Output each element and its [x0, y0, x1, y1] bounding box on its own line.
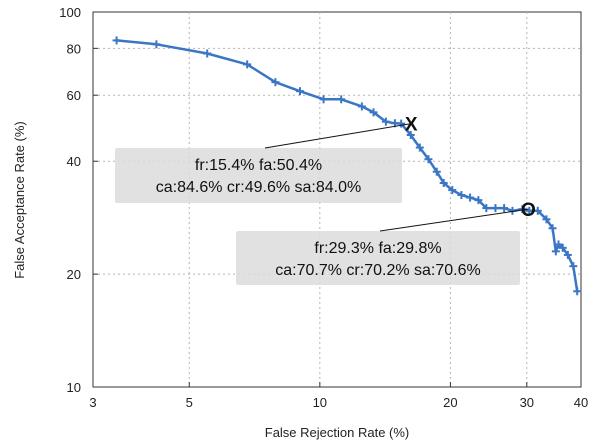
data-point-5 [295, 87, 304, 96]
data-point-20 [466, 193, 475, 202]
x-tick-label-3: 3 [89, 395, 96, 410]
data-point-29 [542, 215, 551, 224]
y-tick-label-20: 20 [67, 267, 81, 282]
annotation-layer: fr:15.4% fa:50.4% ca:84.6% cr:49.6% sa:84… [115, 115, 536, 285]
annotation-box-1 [115, 148, 402, 203]
data-point-21 [474, 196, 483, 205]
data-point-8 [357, 102, 366, 111]
annotation-line2-1: ca:84.6% cr:49.6% sa:84.0% [156, 179, 361, 196]
data-point-3 [243, 60, 252, 69]
annotation-2: fr:29.3% fa:29.8% ca:70.7% cr:70.2% sa:70… [236, 200, 536, 285]
data-point-36 [573, 287, 582, 296]
data-point-9 [369, 108, 378, 117]
data-point-32 [554, 240, 563, 249]
data-point-14 [415, 143, 424, 152]
series-layer [112, 36, 582, 296]
annotation-marker-2: O [521, 200, 536, 221]
y-axis-label: False Acceptance Rate (%) [12, 121, 27, 279]
annotation-marker-1: X [405, 115, 418, 136]
annotation-line1-1: fr:15.4% fa:50.4% [195, 157, 322, 174]
annotation-box-2 [236, 231, 520, 285]
data-point-17 [439, 178, 448, 187]
data-point-7 [337, 95, 346, 104]
data-point-0 [112, 36, 121, 45]
data-point-24 [500, 204, 509, 213]
data-point-4 [271, 78, 280, 87]
data-point-10 [381, 117, 390, 126]
x-tick-label-40: 40 [574, 395, 588, 410]
annotation-line1-2: fr:29.3% fa:29.8% [314, 240, 441, 257]
data-point-12 [397, 119, 406, 128]
data-point-35 [569, 262, 578, 271]
data-point-2 [203, 49, 212, 58]
data-point-13 [406, 130, 415, 139]
y-tick-label-10: 10 [67, 380, 81, 395]
y-tick-label-100: 100 [59, 5, 81, 20]
tick-layer: 3 5 10 20 30 40 10 20 40 60 80 100 [59, 5, 588, 410]
data-point-22 [482, 204, 491, 213]
data-point-30 [548, 224, 557, 233]
y-tick-label-40: 40 [67, 154, 81, 169]
data-point-31 [551, 247, 560, 256]
annotation-leader-2 [379, 208, 529, 232]
data-point-19 [457, 191, 466, 200]
x-axis-label: False Rejection Rate (%) [265, 425, 410, 440]
y-tick-label-60: 60 [67, 88, 81, 103]
annotation-line2-2: ca:70.7% cr:70.2% sa:70.6% [275, 262, 480, 279]
data-point-18 [448, 186, 457, 195]
x-tick-label-10: 10 [313, 395, 327, 410]
data-point-6 [319, 95, 328, 104]
data-point-15 [424, 155, 433, 164]
x-tick-label-20: 20 [443, 395, 457, 410]
data-point-1 [152, 40, 161, 49]
data-point-33 [558, 243, 567, 252]
data-point-27 [525, 206, 534, 215]
data-point-28 [533, 206, 542, 215]
annotation-1: fr:15.4% fa:50.4% ca:84.6% cr:49.6% sa:84… [115, 115, 418, 203]
data-point-16 [432, 167, 441, 176]
x-tick-label-5: 5 [186, 395, 193, 410]
y-tick-label-80: 80 [67, 41, 81, 56]
data-point-23 [491, 204, 500, 213]
x-tick-label-30: 30 [520, 395, 534, 410]
data-point-34 [563, 250, 572, 259]
annotation-leader-1 [264, 123, 412, 149]
